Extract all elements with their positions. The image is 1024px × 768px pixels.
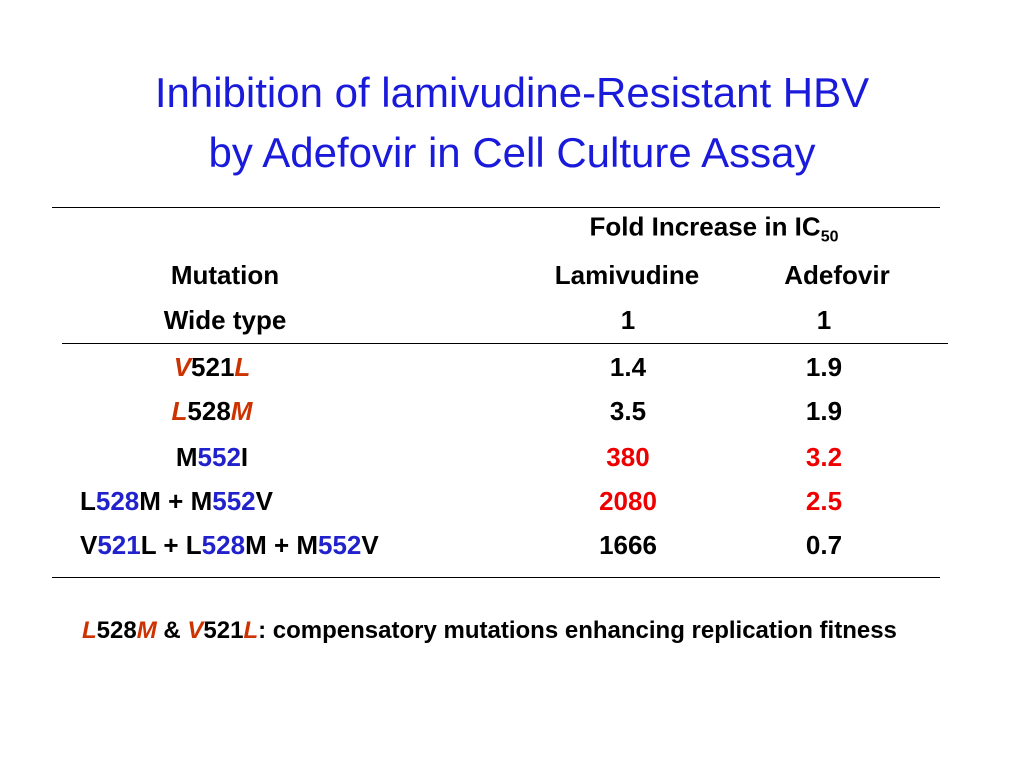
adefovir-cell: 2.5	[806, 486, 842, 516]
mutation-cell: L528M	[172, 396, 253, 426]
mutation-cell: V521L	[174, 352, 251, 382]
rule	[62, 343, 948, 344]
mutation-cell: Wide type	[164, 305, 287, 335]
mutation-cell: M552I	[176, 442, 248, 472]
text-segment: 521	[191, 352, 235, 382]
text-segment: 0.7	[805, 530, 843, 560]
adefovir-cell: 3.2	[806, 442, 842, 472]
rule	[52, 207, 940, 208]
rule	[52, 577, 940, 578]
text-segment: L	[82, 617, 97, 644]
column-header: Adefovir	[784, 260, 890, 290]
group-header-text: Fold Increase in IC	[589, 211, 821, 242]
lamivudine-cell: 1.4	[610, 352, 646, 382]
adefovir-cell: 0.7	[806, 530, 842, 560]
title-line: Inhibition of lamivudine-Resistant HBV	[154, 69, 870, 116]
mutation-cell: L528M + M552V	[80, 486, 273, 516]
text-segment: L	[80, 486, 96, 516]
text-segment: M + M	[139, 486, 213, 516]
title-line: by Adefovir in Cell Culture Assay	[208, 129, 816, 176]
mutation-cell: V521L + L528M + M552V	[80, 530, 379, 560]
text-segment: V	[361, 530, 379, 560]
text-segment: I	[240, 442, 249, 472]
text-segment: M	[175, 442, 198, 472]
text-segment: 1.9	[805, 396, 843, 426]
subscript: 50	[820, 228, 839, 246]
text-segment: M	[230, 396, 253, 426]
text-segment: 380	[606, 442, 650, 472]
text-segment: 1.9	[805, 352, 843, 382]
text-segment: L	[243, 617, 259, 644]
column-header: Mutation	[170, 260, 280, 290]
text-segment: M	[136, 617, 157, 644]
lamivudine-cell: 380	[606, 442, 649, 472]
text-segment: M + M	[245, 530, 319, 560]
text-segment: 1	[620, 305, 636, 335]
group-header: Fold Increase in IC50	[590, 211, 839, 252]
text-segment: 2.5	[805, 486, 843, 516]
text-segment: 528	[96, 617, 137, 644]
text-segment: &	[156, 617, 188, 644]
text-segment: : compensatory mutations enhancing repli…	[258, 617, 897, 644]
adefovir-cell: 1	[817, 305, 831, 335]
text-segment: 528	[95, 486, 140, 516]
column-header: Lamivudine	[554, 260, 700, 290]
text-segment: L	[234, 352, 251, 382]
lamivudine-cell: 2080	[599, 486, 657, 516]
text-segment: V	[173, 352, 192, 382]
text-segment: L + L	[140, 530, 202, 560]
text-segment: 2080	[599, 486, 657, 516]
lamivudine-cell: 1666	[599, 530, 657, 560]
text-segment: 1	[816, 305, 832, 335]
text-segment: V	[80, 530, 98, 560]
lamivudine-cell: 1	[621, 305, 635, 335]
text-segment: 1.4	[609, 352, 647, 382]
text-segment: 528	[187, 396, 231, 426]
lamivudine-cell: 3.5	[610, 396, 646, 426]
text-segment: 521	[97, 530, 141, 560]
text-segment: L	[171, 396, 188, 426]
text-segment: 521	[203, 617, 244, 644]
text-segment: 3.5	[609, 396, 647, 426]
text-segment: 552	[212, 486, 256, 516]
text-segment: 3.2	[805, 442, 843, 472]
text-segment: 552	[197, 442, 241, 472]
text-segment: 528	[201, 530, 246, 560]
footnote: L528M & V521L: compensatory mutations en…	[82, 616, 962, 646]
text-segment: V	[187, 617, 204, 644]
adefovir-cell: 1.9	[806, 352, 842, 382]
adefovir-cell: 1.9	[806, 396, 842, 426]
text-segment: 1666	[599, 530, 657, 560]
text-segment: Wide type	[163, 305, 287, 335]
text-segment: 552	[318, 530, 362, 560]
text-segment: V	[255, 486, 273, 516]
